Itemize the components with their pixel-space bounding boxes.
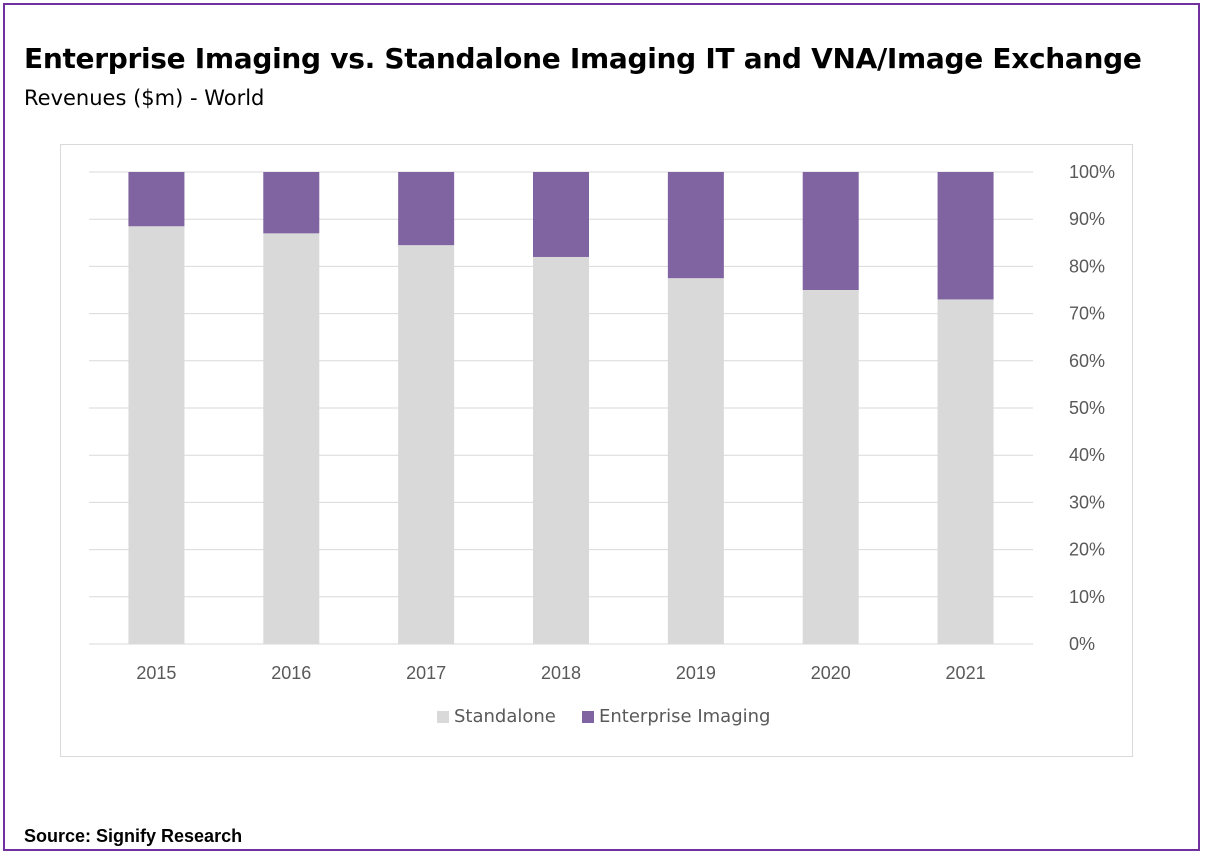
bar-standalone bbox=[128, 226, 185, 644]
y-tick-label: 30% bbox=[1069, 492, 1105, 512]
bar-enterprise-imaging bbox=[802, 172, 859, 290]
legend-swatch-standalone bbox=[437, 711, 449, 723]
y-tick-label: 50% bbox=[1069, 398, 1105, 418]
bar-standalone bbox=[667, 278, 724, 644]
bar-standalone bbox=[937, 299, 994, 644]
x-tick-label: 2015 bbox=[136, 663, 176, 683]
bar-enterprise-imaging bbox=[128, 172, 185, 227]
bar-standalone bbox=[533, 256, 589, 644]
bar-standalone bbox=[802, 290, 859, 644]
x-tick-label: 2021 bbox=[946, 663, 986, 683]
y-tick-label: 70% bbox=[1069, 304, 1105, 324]
stacked-bar-chart: 0% 10% 20% 30% 40% 50% 60% 70% 80% 90% 100% 2015 201… bbox=[89, 162, 1115, 727]
bar-enterprise-imaging bbox=[667, 172, 724, 279]
y-tick-label: 40% bbox=[1069, 445, 1105, 465]
x-tick-label: 2017 bbox=[406, 663, 446, 683]
y-tick-label: 10% bbox=[1069, 587, 1105, 607]
source-note: Source: Signify Research bbox=[24, 826, 243, 846]
y-tick-label: 90% bbox=[1069, 209, 1105, 229]
bar-enterprise-imaging bbox=[398, 172, 455, 246]
y-tick-label: 60% bbox=[1069, 351, 1105, 371]
x-tick-label: 2019 bbox=[676, 663, 716, 683]
bar-standalone bbox=[398, 245, 455, 644]
y-tick-label: 100% bbox=[1069, 162, 1115, 182]
legend-label-standalone: Standalone bbox=[454, 706, 556, 727]
chart-area: 0% 10% 20% 30% 40% 50% 60% 70% 80% 90% 100% 2015 201… bbox=[60, 144, 1133, 757]
y-tick-label: 80% bbox=[1069, 256, 1105, 276]
y-tick-label: 20% bbox=[1069, 540, 1105, 560]
x-tick-label: 2018 bbox=[541, 663, 581, 683]
x-tick-label: 2020 bbox=[811, 663, 851, 683]
x-tick-label: 2016 bbox=[271, 663, 311, 683]
bar-enterprise-imaging bbox=[263, 172, 320, 234]
page-subtitle: Revenues ($m) - World bbox=[24, 86, 265, 110]
legend-label-enterprise-imaging: Enterprise Imaging bbox=[599, 706, 770, 727]
page-title: Enterprise Imaging vs. Standalone Imagin… bbox=[24, 42, 1142, 75]
bar-enterprise-imaging bbox=[937, 172, 994, 300]
bar-enterprise-imaging bbox=[533, 172, 589, 257]
legend-swatch-enterprise-imaging bbox=[582, 711, 594, 723]
y-tick-label: 0% bbox=[1069, 634, 1095, 654]
bar-standalone bbox=[263, 233, 320, 645]
chart-frame bbox=[3, 3, 1200, 851]
